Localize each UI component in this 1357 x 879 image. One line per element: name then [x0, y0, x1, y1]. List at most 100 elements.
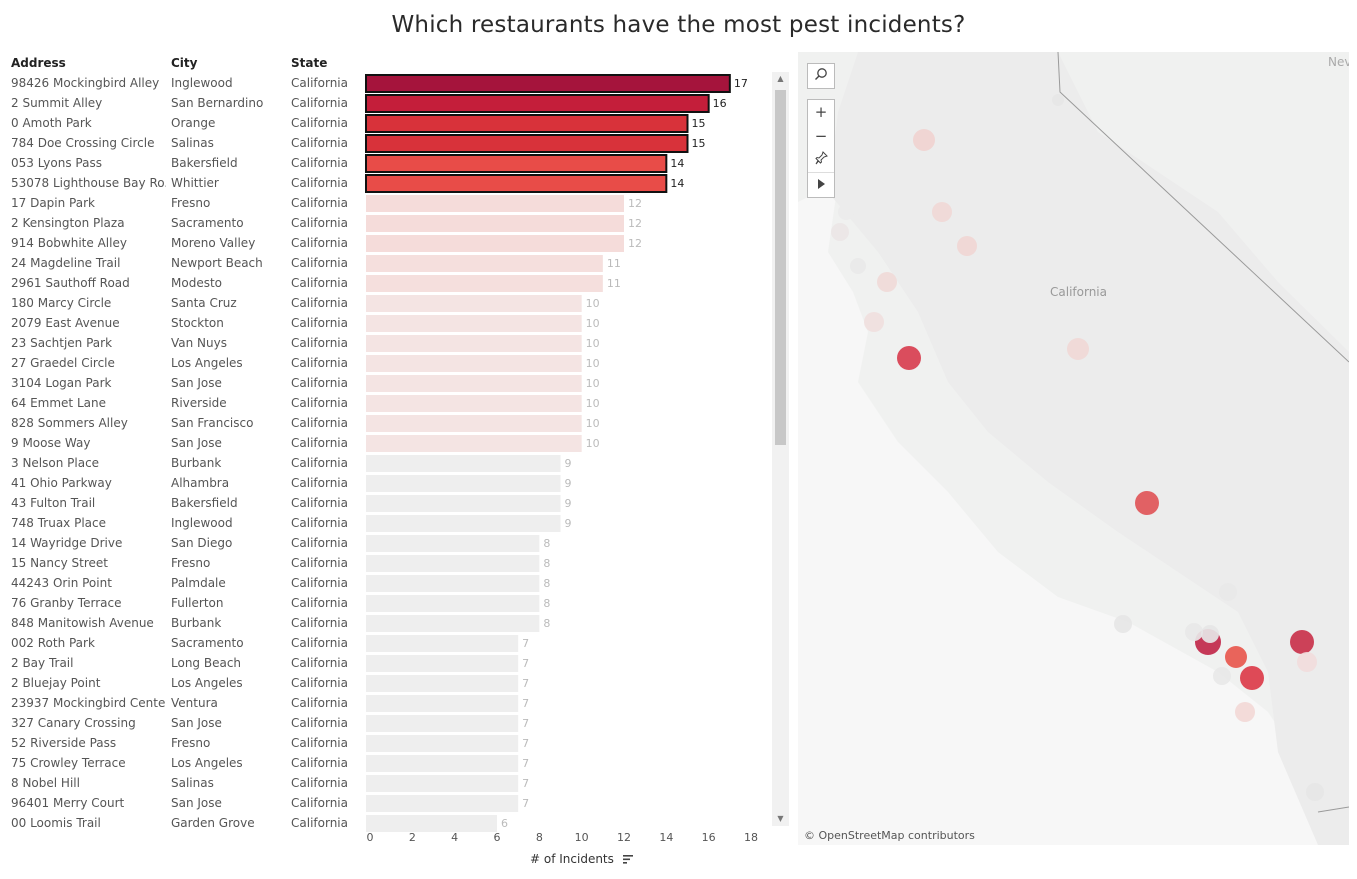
bar[interactable]	[365, 134, 689, 153]
row-address[interactable]: 9 Moose Way	[11, 436, 91, 450]
row-city[interactable]: Van Nuys	[171, 336, 227, 350]
row-city[interactable]: Orange	[171, 116, 216, 130]
play-icon[interactable]	[808, 172, 834, 197]
row-state[interactable]: California	[291, 396, 348, 410]
incident-marker[interactable]	[1219, 583, 1237, 601]
row-city[interactable]: Los Angeles	[171, 356, 243, 370]
row-address[interactable]: 8 Nobel Hill	[11, 776, 80, 790]
incident-marker[interactable]	[850, 258, 866, 274]
row-city[interactable]: San Francisco	[171, 416, 254, 430]
row-city[interactable]: Bakersfield	[171, 496, 238, 510]
incident-marker[interactable]	[897, 346, 921, 370]
row-city[interactable]: Whittier	[171, 176, 219, 190]
incident-marker[interactable]	[838, 204, 854, 220]
row-city[interactable]: Stockton	[171, 316, 224, 330]
bar[interactable]	[366, 755, 519, 772]
bar[interactable]	[366, 655, 519, 672]
row-city[interactable]: San Bernardino	[171, 96, 264, 110]
bar[interactable]	[365, 174, 668, 193]
bar[interactable]	[366, 455, 561, 472]
row-address[interactable]: 3104 Logan Park	[11, 376, 112, 390]
row-city[interactable]: Salinas	[171, 136, 214, 150]
incident-marker[interactable]	[1240, 666, 1264, 690]
incident-marker[interactable]	[1067, 338, 1089, 360]
row-city[interactable]: Burbank	[171, 456, 222, 470]
row-address[interactable]: 327 Canary Crossing	[11, 716, 136, 730]
row-state[interactable]: California	[291, 176, 348, 190]
row-city[interactable]: Palmdale	[171, 576, 226, 590]
bar[interactable]	[365, 154, 668, 173]
row-state[interactable]: California	[291, 796, 348, 810]
bar[interactable]	[366, 575, 540, 592]
zoom-in-icon[interactable]: +	[814, 103, 828, 121]
incident-marker[interactable]	[1135, 491, 1159, 515]
row-state[interactable]: California	[291, 276, 348, 290]
row-address[interactable]: 00 Loomis Trail	[11, 816, 101, 830]
bar[interactable]	[366, 395, 582, 412]
row-address[interactable]: 914 Bobwhite Alley	[11, 236, 127, 250]
bar[interactable]	[366, 735, 519, 752]
row-state[interactable]: California	[291, 216, 348, 230]
row-address[interactable]: 24 Magdeline Trail	[11, 256, 121, 270]
row-city[interactable]: San Jose	[171, 376, 222, 390]
bar[interactable]	[366, 215, 624, 232]
incident-marker[interactable]	[1114, 615, 1132, 633]
row-address[interactable]: 23937 Mockingbird Center	[11, 696, 166, 710]
row-address[interactable]: 748 Truax Place	[11, 516, 106, 530]
row-city[interactable]: San Jose	[171, 796, 222, 810]
row-address[interactable]: 0 Amoth Park	[11, 116, 92, 130]
bar[interactable]	[366, 515, 561, 532]
row-city[interactable]: Salinas	[171, 776, 214, 790]
row-city[interactable]: San Jose	[171, 716, 222, 730]
row-address[interactable]: 98426 Mockingbird Alley	[11, 76, 160, 90]
row-address[interactable]: 17 Dapin Park	[11, 196, 95, 210]
row-city[interactable]: Garden Grove	[171, 816, 255, 830]
bar[interactable]	[366, 255, 603, 272]
row-city[interactable]: Inglewood	[171, 516, 233, 530]
scroll-up-icon[interactable]: ▲	[777, 74, 784, 83]
row-state[interactable]: California	[291, 736, 348, 750]
bar[interactable]	[366, 335, 582, 352]
bar[interactable]	[366, 715, 519, 732]
row-state[interactable]: California	[291, 236, 348, 250]
row-state[interactable]: California	[291, 256, 348, 270]
bar[interactable]	[366, 475, 561, 492]
row-city[interactable]: Modesto	[171, 276, 222, 290]
pin-icon[interactable]	[808, 148, 834, 172]
bar[interactable]	[366, 295, 582, 312]
row-city[interactable]: San Jose	[171, 436, 222, 450]
row-address[interactable]: 64 Emmet Lane	[11, 396, 106, 410]
incident-marker[interactable]	[831, 223, 849, 241]
sort-icon[interactable]	[622, 854, 634, 865]
bar[interactable]	[366, 435, 582, 452]
row-address[interactable]: 15 Nancy Street	[11, 556, 108, 570]
bar[interactable]	[365, 74, 731, 93]
bar[interactable]	[366, 815, 497, 832]
row-state[interactable]: California	[291, 696, 348, 710]
vertical-scrollbar[interactable]: ▲ ▼	[772, 72, 789, 826]
row-city[interactable]: Bakersfield	[171, 156, 238, 170]
incident-marker[interactable]	[932, 202, 952, 222]
row-address[interactable]: 2961 Sauthoff Road	[11, 276, 130, 290]
scroll-down-icon[interactable]: ▼	[777, 814, 784, 823]
bar[interactable]	[366, 315, 582, 332]
row-city[interactable]: Riverside	[171, 396, 227, 410]
row-address[interactable]: 784 Doe Crossing Circle	[11, 136, 155, 150]
row-address[interactable]: 75 Crowley Terrace	[11, 756, 126, 770]
incident-marker[interactable]	[1235, 702, 1255, 722]
row-city[interactable]: San Diego	[171, 536, 233, 550]
bar[interactable]	[366, 495, 561, 512]
row-address[interactable]: 2 Bluejay Point	[11, 676, 101, 690]
row-address[interactable]: 27 Graedel Circle	[11, 356, 115, 370]
bar[interactable]	[366, 795, 519, 812]
row-city[interactable]: Alhambra	[171, 476, 230, 490]
bar[interactable]	[366, 355, 582, 372]
scroll-thumb[interactable]	[775, 90, 786, 445]
row-state[interactable]: California	[291, 556, 348, 570]
row-state[interactable]: California	[291, 336, 348, 350]
row-state[interactable]: California	[291, 496, 348, 510]
bar[interactable]	[366, 615, 540, 632]
incident-marker[interactable]	[1290, 630, 1314, 654]
row-address[interactable]: 2 Kensington Plaza	[11, 216, 125, 230]
row-address[interactable]: 2 Summit Alley	[11, 96, 103, 110]
